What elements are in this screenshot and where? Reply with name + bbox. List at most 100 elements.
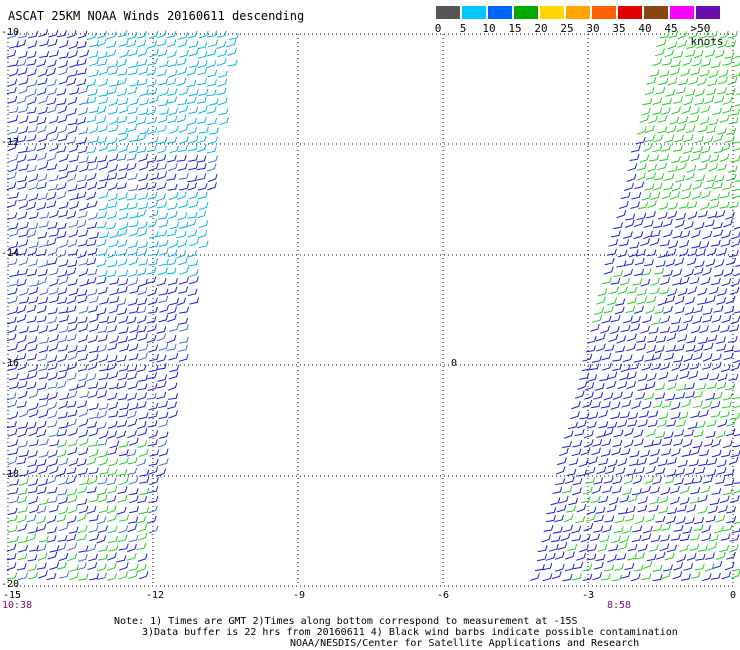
wind-barb — [139, 488, 150, 496]
wind-barb — [634, 257, 645, 266]
wind-barb — [723, 219, 733, 228]
wind-barb — [706, 419, 717, 427]
wind-barb — [78, 429, 89, 438]
wind-barb — [708, 534, 719, 542]
wind-barb — [607, 421, 618, 429]
wind-barb — [56, 449, 67, 458]
wind-barb — [627, 163, 638, 172]
wind-barb — [117, 248, 128, 256]
wind-barb — [36, 486, 47, 495]
wind-barb — [657, 458, 668, 467]
legend-label: 35 — [612, 22, 626, 35]
legend-swatch-5 — [566, 6, 590, 19]
wind-barb — [588, 411, 599, 420]
wind-barb — [58, 164, 69, 172]
wind-barb — [167, 202, 178, 210]
wind-barb — [8, 241, 19, 249]
wind-barb — [98, 96, 109, 105]
wind-barb — [76, 116, 87, 125]
wind-barb — [98, 89, 109, 97]
wind-barb — [37, 77, 48, 86]
wind-barb — [585, 476, 596, 484]
wind-barb — [620, 448, 631, 456]
wind-barb — [58, 76, 69, 85]
wind-barb — [617, 458, 628, 467]
wind-barb — [157, 439, 168, 448]
wind-barb — [78, 268, 89, 277]
wind-barb — [585, 466, 596, 475]
map-title: ASCAT 25KM NOAA Winds 20160611 descendin… — [8, 9, 305, 23]
wind-barb — [106, 31, 117, 40]
wind-barb — [644, 259, 654, 267]
wind-barb — [146, 335, 157, 343]
wind-barb — [7, 30, 18, 39]
wind-barb — [157, 145, 167, 154]
wind-barb — [126, 193, 137, 201]
wind-barb — [118, 39, 129, 47]
wind-barb — [717, 288, 728, 296]
wind-barb — [693, 344, 704, 353]
wind-barb — [88, 212, 98, 221]
wind-barb — [108, 239, 119, 248]
wind-barb — [671, 106, 681, 115]
wind-barb — [118, 326, 129, 334]
wind-barb — [692, 58, 702, 67]
wind-barb — [158, 431, 169, 439]
wind-barb — [672, 268, 683, 277]
wind-barb — [137, 48, 148, 57]
wind-barb — [693, 267, 704, 276]
wind-barb — [689, 276, 700, 285]
wind-barb — [637, 126, 647, 135]
wind-barb — [36, 202, 47, 211]
wind-barb — [655, 87, 666, 95]
wind-barb — [68, 220, 79, 228]
wind-barb — [56, 145, 67, 153]
wind-barb — [578, 459, 589, 468]
wind-barb — [38, 399, 49, 408]
wind-barb — [108, 98, 119, 107]
wind-barb — [98, 162, 109, 171]
wind-barb — [689, 107, 700, 116]
wind-barb — [27, 563, 37, 572]
wind-barb — [549, 543, 559, 552]
wind-barb — [673, 562, 683, 571]
wind-barb — [655, 467, 666, 475]
wind-barb — [624, 182, 634, 191]
wind-barb — [47, 526, 57, 534]
wind-barb — [571, 573, 582, 581]
wind-barb — [67, 108, 77, 116]
wind-barb — [699, 241, 710, 249]
wind-barb — [47, 105, 57, 114]
legend-label: 10 — [482, 22, 496, 35]
wind-barb — [663, 218, 673, 227]
wind-barb — [107, 536, 118, 544]
wind-barb — [107, 514, 117, 522]
wind-barb — [586, 421, 597, 429]
wind-barb — [99, 316, 110, 324]
wind-barb — [650, 192, 661, 200]
wind-barb — [598, 458, 609, 466]
wind-barb — [546, 507, 557, 515]
lon-label: -6 — [437, 590, 450, 601]
wind-barb — [637, 504, 648, 513]
wind-barb — [187, 288, 198, 297]
wind-barb — [217, 57, 227, 67]
wind-barb — [58, 523, 69, 532]
wind-barb — [627, 419, 638, 427]
wind-barb — [608, 497, 619, 506]
wind-barb — [46, 200, 57, 209]
wind-barb — [650, 448, 660, 457]
wind-barb — [711, 314, 722, 323]
wind-barb — [98, 354, 109, 363]
wind-barb — [642, 143, 653, 152]
wind-barb — [706, 88, 717, 96]
wind-barb — [26, 304, 37, 313]
wind-barb — [673, 96, 683, 104]
wind-barb — [68, 50, 78, 59]
wind-barb — [652, 182, 663, 191]
wind-barb — [36, 505, 47, 514]
wind-barb — [727, 165, 738, 173]
wind-barb — [147, 420, 158, 428]
wind-barb — [137, 440, 148, 448]
wind-barb — [206, 106, 217, 114]
